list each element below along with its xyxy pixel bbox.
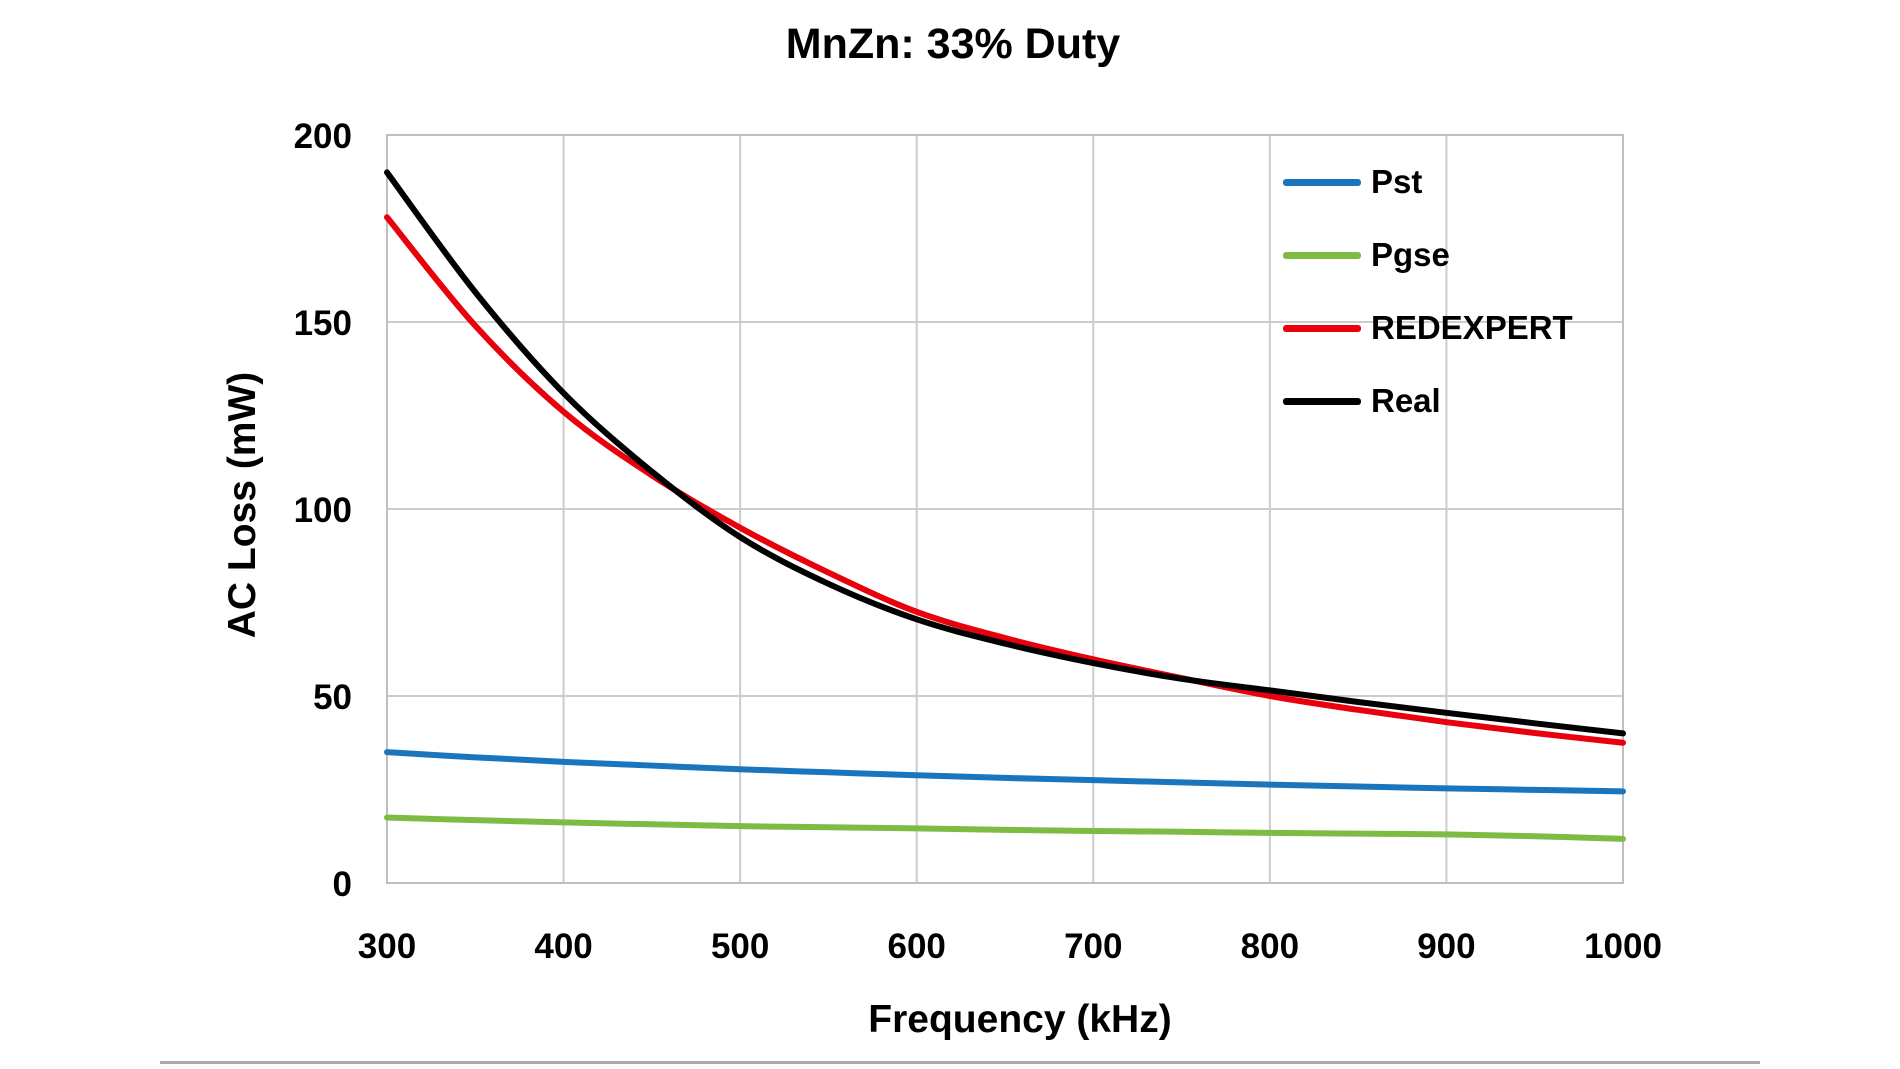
series-line-redexpert [384, 214, 1626, 746]
plot-border [386, 134, 1624, 884]
x-tick-label: 400 [534, 927, 592, 966]
x-tick-label: 1000 [1584, 927, 1662, 966]
legend-item-real: Real [1283, 379, 1573, 423]
legend-label: Pst [1371, 163, 1423, 200]
chart-title: MnZn: 33% Duty [785, 20, 1121, 68]
legend-swatch-pst [1283, 178, 1361, 186]
y-tick-label: 50 [313, 678, 352, 717]
legend-swatch-real [1283, 397, 1361, 405]
legend: Pst Pgse REDEXPERT Real [1283, 160, 1573, 423]
legend-item-pst: Pst [1283, 160, 1573, 204]
x-tick-label: 300 [358, 927, 416, 966]
legend-item-redexpert: REDEXPERT [1283, 306, 1573, 350]
x-tick-label: 800 [1241, 927, 1299, 966]
legend-label: REDEXPERT [1371, 309, 1573, 346]
x-tick-label: 900 [1417, 927, 1475, 966]
y-tick-label: 0 [333, 865, 352, 904]
legend-swatch-pgse [1283, 251, 1361, 259]
y-tick-label: 100 [294, 491, 352, 530]
y-tick-label: 200 [294, 117, 352, 156]
x-axis-title: Frequency (kHz) [868, 998, 1172, 1041]
legend-item-pgse: Pgse [1283, 233, 1573, 277]
legend-swatch-redexpert [1283, 324, 1361, 332]
x-tick-label: 700 [1064, 927, 1122, 966]
series-line-pgse [384, 814, 1626, 842]
series-line-pst [384, 749, 1626, 795]
legend-label: Pgse [1371, 236, 1450, 273]
y-tick-label: 150 [294, 304, 352, 343]
bottom-divider-line [160, 1061, 1760, 1064]
legend-label: Real [1371, 382, 1441, 419]
series-line-real [384, 169, 1626, 737]
x-tick-label: 600 [888, 927, 946, 966]
x-tick-label: 500 [711, 927, 769, 966]
